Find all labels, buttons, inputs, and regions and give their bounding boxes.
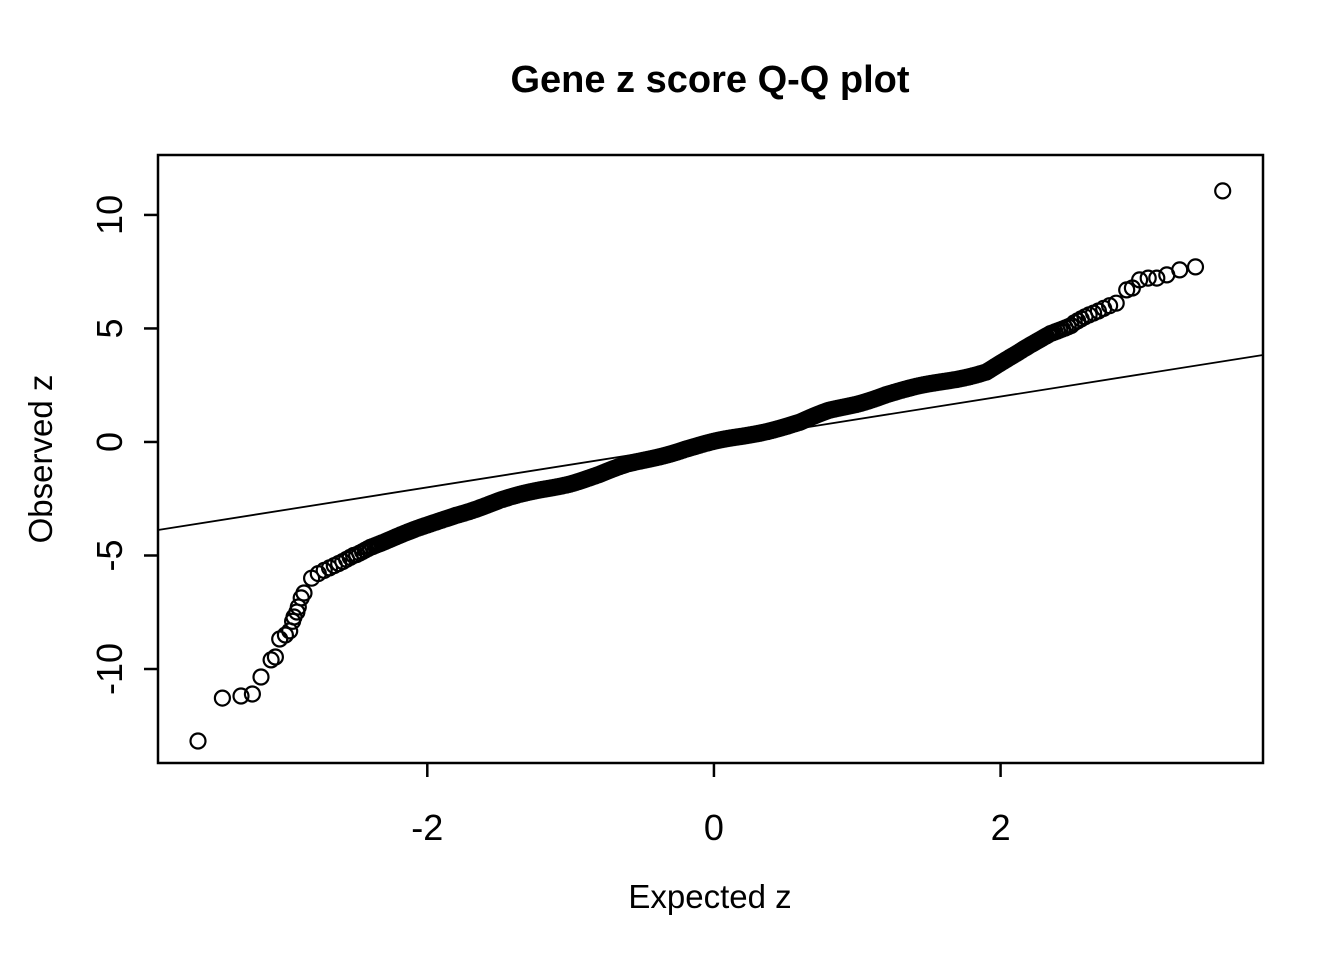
axis-tick-label: -2: [411, 807, 443, 848]
x-axis-label: Expected z: [628, 878, 791, 915]
axis-tick-label: 2: [991, 807, 1011, 848]
axes-ticks-layer: -2 0 2 -10 -5 0 5 10: [89, 195, 1011, 848]
qq-data-points: [189, 182, 1232, 750]
chart-title: Gene z score Q-Q plot: [510, 59, 909, 101]
plot-box-border: [156, 153, 1265, 765]
y-axis-label: Observed z: [22, 375, 59, 544]
axis-tick-label: -5: [89, 539, 130, 571]
axis-tick-label: 5: [89, 318, 130, 338]
axis-tick-label: 0: [89, 432, 130, 452]
axis-tick-label: 0: [704, 807, 724, 848]
qq-points-layer: [189, 182, 1232, 750]
qq-reference-line: [157, 354, 1264, 531]
axis-tick-label: 10: [89, 195, 130, 235]
axis-tick-label: -10: [89, 643, 130, 695]
